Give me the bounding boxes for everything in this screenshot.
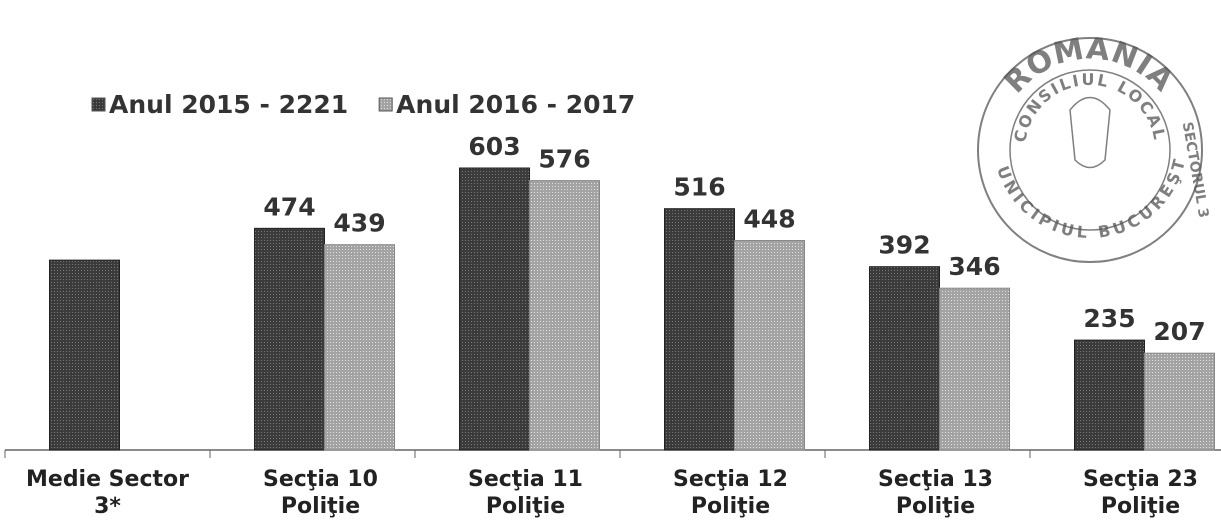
data-label: 448 (743, 204, 795, 233)
data-label: 439 (333, 209, 385, 238)
data-label: 207 (1153, 317, 1205, 346)
bar (664, 208, 735, 451)
x-tick-label: Secţia 11 Poliţie (468, 467, 583, 519)
data-label: 235 (1083, 304, 1135, 333)
data-label: 346 (948, 252, 1000, 281)
stamp-text: ROMANIA (997, 31, 1182, 100)
bar (869, 266, 940, 451)
stamp-emblem (1069, 96, 1111, 169)
bar (1144, 352, 1215, 451)
x-tick-label: Secţia 13 Poliţie (878, 467, 993, 519)
data-label: 576 (538, 145, 590, 174)
stamp-ring (1009, 69, 1171, 231)
legend-label: Anul 2015 - 2221 (109, 90, 348, 119)
data-label: 474 (263, 192, 315, 221)
bar (734, 239, 805, 451)
bar (939, 287, 1010, 451)
bar (254, 227, 325, 451)
x-tick-label: Medie Sector 3* (26, 467, 189, 519)
legend-swatch (378, 97, 393, 112)
x-tick-label: Secţia 10 Poliţie (263, 467, 378, 519)
data-label: 392 (878, 231, 930, 260)
bar (49, 259, 120, 451)
bar (1074, 339, 1145, 451)
legend-label: Anul 2016 - 2017 (396, 90, 635, 119)
stamp-ring (977, 37, 1203, 263)
stamp-text: ROMANIA (997, 31, 1179, 100)
x-tick-label: Secţia 23 Poliţie (1083, 467, 1198, 519)
x-tick-label: Secţia 12 Poliţie (673, 467, 788, 519)
stamp (977, 37, 1203, 263)
bar (459, 167, 530, 451)
bar (529, 180, 600, 451)
legend-swatch (91, 97, 106, 112)
bar (324, 244, 395, 451)
data-label: 516 (673, 173, 725, 202)
data-label: 603 (468, 132, 520, 161)
